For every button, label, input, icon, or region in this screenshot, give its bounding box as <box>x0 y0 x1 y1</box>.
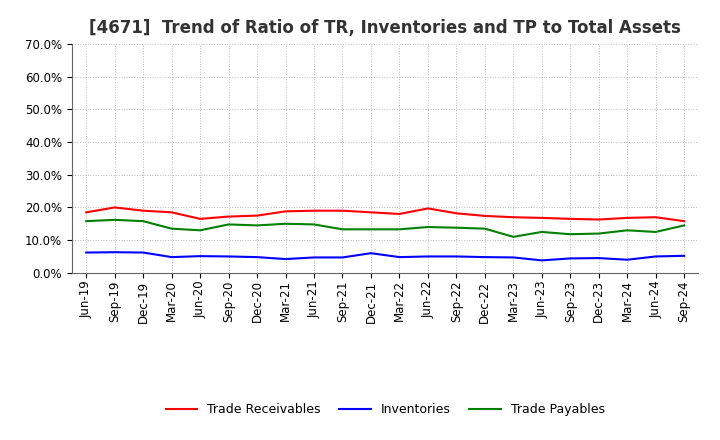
Trade Receivables <box>680 219 688 224</box>
Trade Payables <box>680 223 688 228</box>
Inventories <box>366 250 375 256</box>
Inventories <box>537 258 546 263</box>
Inventories <box>395 254 404 260</box>
Inventories <box>566 256 575 261</box>
Trade Receivables <box>366 210 375 215</box>
Trade Payables <box>225 222 233 227</box>
Trade Receivables <box>82 210 91 215</box>
Trade Receivables <box>167 210 176 215</box>
Inventories <box>282 257 290 262</box>
Trade Payables <box>395 227 404 232</box>
Trade Payables <box>423 224 432 230</box>
Line: Inventories: Inventories <box>86 252 684 260</box>
Trade Receivables <box>338 208 347 213</box>
Title: [4671]  Trend of Ratio of TR, Inventories and TP to Total Assets: [4671] Trend of Ratio of TR, Inventories… <box>89 19 681 37</box>
Trade Payables <box>652 229 660 235</box>
Inventories <box>480 254 489 260</box>
Trade Receivables <box>253 213 261 218</box>
Trade Payables <box>82 219 91 224</box>
Trade Receivables <box>110 205 119 210</box>
Inventories <box>82 250 91 255</box>
Inventories <box>509 255 518 260</box>
Trade Payables <box>338 227 347 232</box>
Inventories <box>623 257 631 262</box>
Trade Payables <box>253 223 261 228</box>
Trade Payables <box>366 227 375 232</box>
Trade Receivables <box>595 217 603 222</box>
Trade Payables <box>595 231 603 236</box>
Inventories <box>680 253 688 258</box>
Trade Payables <box>110 217 119 223</box>
Trade Receivables <box>509 215 518 220</box>
Trade Receivables <box>423 206 432 211</box>
Trade Payables <box>566 231 575 237</box>
Legend: Trade Receivables, Inventories, Trade Payables: Trade Receivables, Inventories, Trade Pa… <box>161 398 610 421</box>
Trade Receivables <box>452 211 461 216</box>
Trade Payables <box>480 226 489 231</box>
Inventories <box>338 255 347 260</box>
Inventories <box>595 256 603 261</box>
Inventories <box>652 254 660 259</box>
Inventories <box>110 249 119 255</box>
Inventories <box>452 254 461 259</box>
Trade Payables <box>509 234 518 239</box>
Inventories <box>423 254 432 259</box>
Trade Receivables <box>623 215 631 220</box>
Trade Payables <box>139 219 148 224</box>
Inventories <box>253 254 261 260</box>
Inventories <box>167 254 176 260</box>
Trade Receivables <box>310 208 318 213</box>
Trade Receivables <box>282 209 290 214</box>
Trade Receivables <box>566 216 575 221</box>
Inventories <box>310 255 318 260</box>
Trade Payables <box>282 221 290 227</box>
Trade Payables <box>452 225 461 230</box>
Trade Payables <box>167 226 176 231</box>
Trade Receivables <box>395 211 404 216</box>
Trade Receivables <box>537 215 546 220</box>
Line: Trade Receivables: Trade Receivables <box>86 207 684 221</box>
Inventories <box>196 253 204 259</box>
Trade Receivables <box>652 215 660 220</box>
Inventories <box>225 254 233 259</box>
Trade Receivables <box>480 213 489 219</box>
Trade Payables <box>310 222 318 227</box>
Trade Receivables <box>196 216 204 221</box>
Line: Trade Payables: Trade Payables <box>86 220 684 237</box>
Trade Payables <box>196 227 204 233</box>
Inventories <box>139 250 148 255</box>
Trade Receivables <box>225 214 233 219</box>
Trade Receivables <box>139 208 148 213</box>
Trade Payables <box>537 229 546 235</box>
Trade Payables <box>623 227 631 233</box>
